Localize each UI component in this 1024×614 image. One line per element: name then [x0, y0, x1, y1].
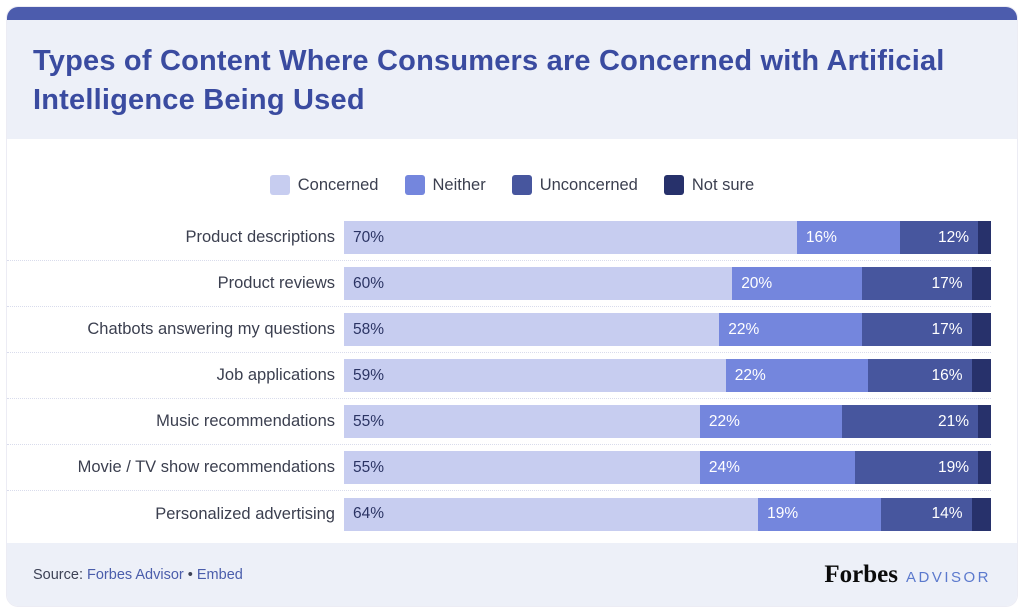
bar-segment-concerned: 64% — [344, 497, 759, 531]
category-label: Movie / TV show recommendations — [77, 458, 335, 476]
category-label: Chatbots answering my questions — [87, 320, 335, 338]
category-label: Personalized advertising — [155, 504, 335, 523]
legend-item-neither: Neither — [404, 175, 486, 195]
segment-value-label: 22% — [728, 320, 760, 338]
segment-value-label: 70% — [353, 228, 385, 246]
bar-segment-not-sure — [971, 267, 991, 300]
legend-swatch-unconcerned — [511, 175, 532, 195]
bar-segment-unconcerned: 14% — [881, 497, 972, 531]
source-label: Source: — [33, 567, 83, 583]
advisor-logo-text: ADVISOR — [905, 569, 991, 586]
bar-segment-neither: 20% — [732, 267, 862, 300]
bar-segment-not-sure — [971, 359, 991, 392]
segment-value-label: 21% — [938, 412, 970, 430]
card-accent-bar — [7, 7, 1017, 20]
segment-value-label: 14% — [931, 505, 963, 522]
segment-value-label: 55% — [353, 458, 385, 476]
bar-segment-neither: 24% — [699, 451, 856, 484]
bar-segment-concerned: 58% — [344, 313, 720, 346]
bar-segment-concerned: 55% — [344, 451, 700, 484]
legend-swatch-concerned — [269, 175, 290, 195]
bar-segment-unconcerned: 21% — [842, 405, 979, 438]
category-label: Product reviews — [217, 274, 335, 292]
source-separator: • — [187, 567, 193, 583]
bar-segment-concerned: 70% — [344, 221, 797, 254]
legend-item-not-sure: Not sure — [663, 175, 755, 195]
bar-segment-concerned: 60% — [344, 267, 733, 300]
source-line: Source: Forbes Advisor • Embed — [33, 567, 243, 583]
bar-segment-concerned: 59% — [344, 359, 726, 392]
page-title: Types of Content Where Consumers are Con… — [33, 45, 945, 117]
legend-label-concerned: Concerned — [297, 175, 379, 194]
bar-segment-neither: 22% — [699, 405, 843, 438]
chart-row: Music recommendations 55% 22% 21% — [7, 399, 991, 445]
bar-segment-unconcerned: 17% — [861, 313, 972, 346]
bar-segment-unconcerned: 17% — [861, 267, 972, 300]
bar-segment-unconcerned: 12% — [900, 221, 979, 254]
bar-segment-neither: 22% — [719, 313, 862, 346]
segment-value-label: 20% — [741, 274, 773, 292]
segment-value-label: 16% — [805, 228, 837, 246]
chart-row: Product reviews 60% 20% 17% — [7, 261, 991, 307]
legend-label-neither: Neither — [432, 175, 486, 194]
forbes-advisor-logo: Forbes ADVISOR — [824, 561, 991, 589]
legend-item-concerned: Concerned — [269, 175, 379, 195]
chart-row: Personalized advertising 64% 19% 14% — [7, 491, 991, 537]
bar-segment-neither: 22% — [725, 359, 869, 392]
segment-value-label: 17% — [931, 320, 963, 338]
bar-segment-unconcerned: 19% — [855, 451, 979, 484]
bar-segment-unconcerned: 16% — [868, 359, 972, 392]
segment-value-label: 19% — [767, 505, 799, 522]
bar-track: 59% 22% 16% — [344, 359, 991, 392]
legend-swatch-neither — [404, 175, 425, 195]
chart-row: Chatbots answering my questions 58% 22% 17% — [7, 307, 991, 353]
chart-legend: Concerned Neither Unconcerned Not sure — [7, 175, 1017, 195]
embed-link[interactable]: Embed — [196, 567, 243, 583]
bar-track: 64% 19% 14% — [344, 497, 991, 531]
bar-segment-neither: 19% — [758, 497, 881, 531]
legend-label-unconcerned: Unconcerned — [539, 175, 638, 194]
bar-track: 60% 20% 17% — [344, 267, 991, 300]
segment-value-label: 59% — [353, 366, 385, 384]
segment-value-label: 60% — [353, 274, 385, 292]
bar-segment-not-sure — [971, 313, 991, 346]
segment-value-label: 17% — [931, 274, 963, 292]
chart-card: Types of Content Where Consumers are Con… — [6, 6, 1018, 607]
chart-row: Movie / TV show recommendations 55% 24% 19% — [7, 445, 991, 491]
bar-segment-concerned: 55% — [344, 405, 700, 438]
segment-value-label: 24% — [708, 458, 740, 476]
bar-segment-not-sure — [978, 221, 991, 254]
segment-value-label: 22% — [734, 366, 766, 384]
legend-label-not-sure: Not sure — [691, 175, 755, 194]
bar-segment-not-sure — [971, 497, 991, 531]
segment-value-label: 19% — [938, 458, 970, 476]
chart-row: Product descriptions 70% 16% 12% — [7, 215, 991, 261]
category-label: Product descriptions — [185, 228, 336, 246]
segment-value-label: 58% — [353, 320, 385, 338]
legend-swatch-not-sure — [663, 175, 684, 195]
chart-row: Job applications 59% 22% 16% — [7, 353, 991, 399]
bar-chart: Product descriptions 70% 16% 12% Product rev… — [7, 215, 1017, 537]
bar-track: 55% 24% 19% — [344, 451, 991, 484]
bar-segment-not-sure — [978, 405, 991, 438]
legend-item-unconcerned: Unconcerned — [511, 175, 638, 195]
bar-track: 58% 22% 17% — [344, 313, 991, 346]
source-link[interactable]: Forbes Advisor — [87, 567, 184, 583]
bar-segment-not-sure — [978, 451, 991, 484]
bar-track: 55% 22% 21% — [344, 405, 991, 438]
segment-value-label: 12% — [938, 228, 970, 246]
bar-track: 70% 16% 12% — [344, 221, 991, 254]
chart-footer: Source: Forbes Advisor • Embed Forbes AD… — [7, 543, 1017, 606]
chart-body: Concerned Neither Unconcerned Not sure Prod… — [7, 139, 1017, 543]
forbes-logo-text: Forbes — [824, 561, 898, 588]
segment-value-label: 64% — [353, 505, 385, 522]
chart-header: Types of Content Where Consumers are Con… — [7, 20, 1017, 139]
segment-value-label: 16% — [931, 366, 963, 384]
category-label: Job applications — [216, 366, 335, 384]
category-label: Music recommendations — [156, 412, 335, 430]
segment-value-label: 22% — [708, 412, 740, 430]
segment-value-label: 55% — [353, 412, 385, 430]
bar-segment-neither: 16% — [796, 221, 901, 254]
